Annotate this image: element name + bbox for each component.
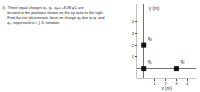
svg-text:q₂: q₂ [181, 59, 186, 64]
svg-text:1: 1 [154, 81, 157, 86]
svg-text:4: 4 [132, 19, 135, 24]
svg-text:3: 3 [175, 81, 178, 86]
svg-text:x (m): x (m) [161, 86, 172, 91]
svg-text:q₃: q₃ [148, 36, 153, 41]
svg-text:y (m): y (m) [149, 6, 160, 11]
svg-text:q₁: q₁ [148, 59, 153, 64]
svg-text:2: 2 [132, 43, 135, 48]
svg-text:1: 1 [132, 54, 135, 59]
svg-text:2: 2 [164, 81, 167, 86]
svg-text:3: 3 [132, 31, 135, 36]
svg-text:1) Three equal charges q₁, q₂: 1) Three equal charges q₁, q₂, q₃= +8.38… [2, 6, 104, 25]
svg-text:4: 4 [186, 81, 189, 86]
